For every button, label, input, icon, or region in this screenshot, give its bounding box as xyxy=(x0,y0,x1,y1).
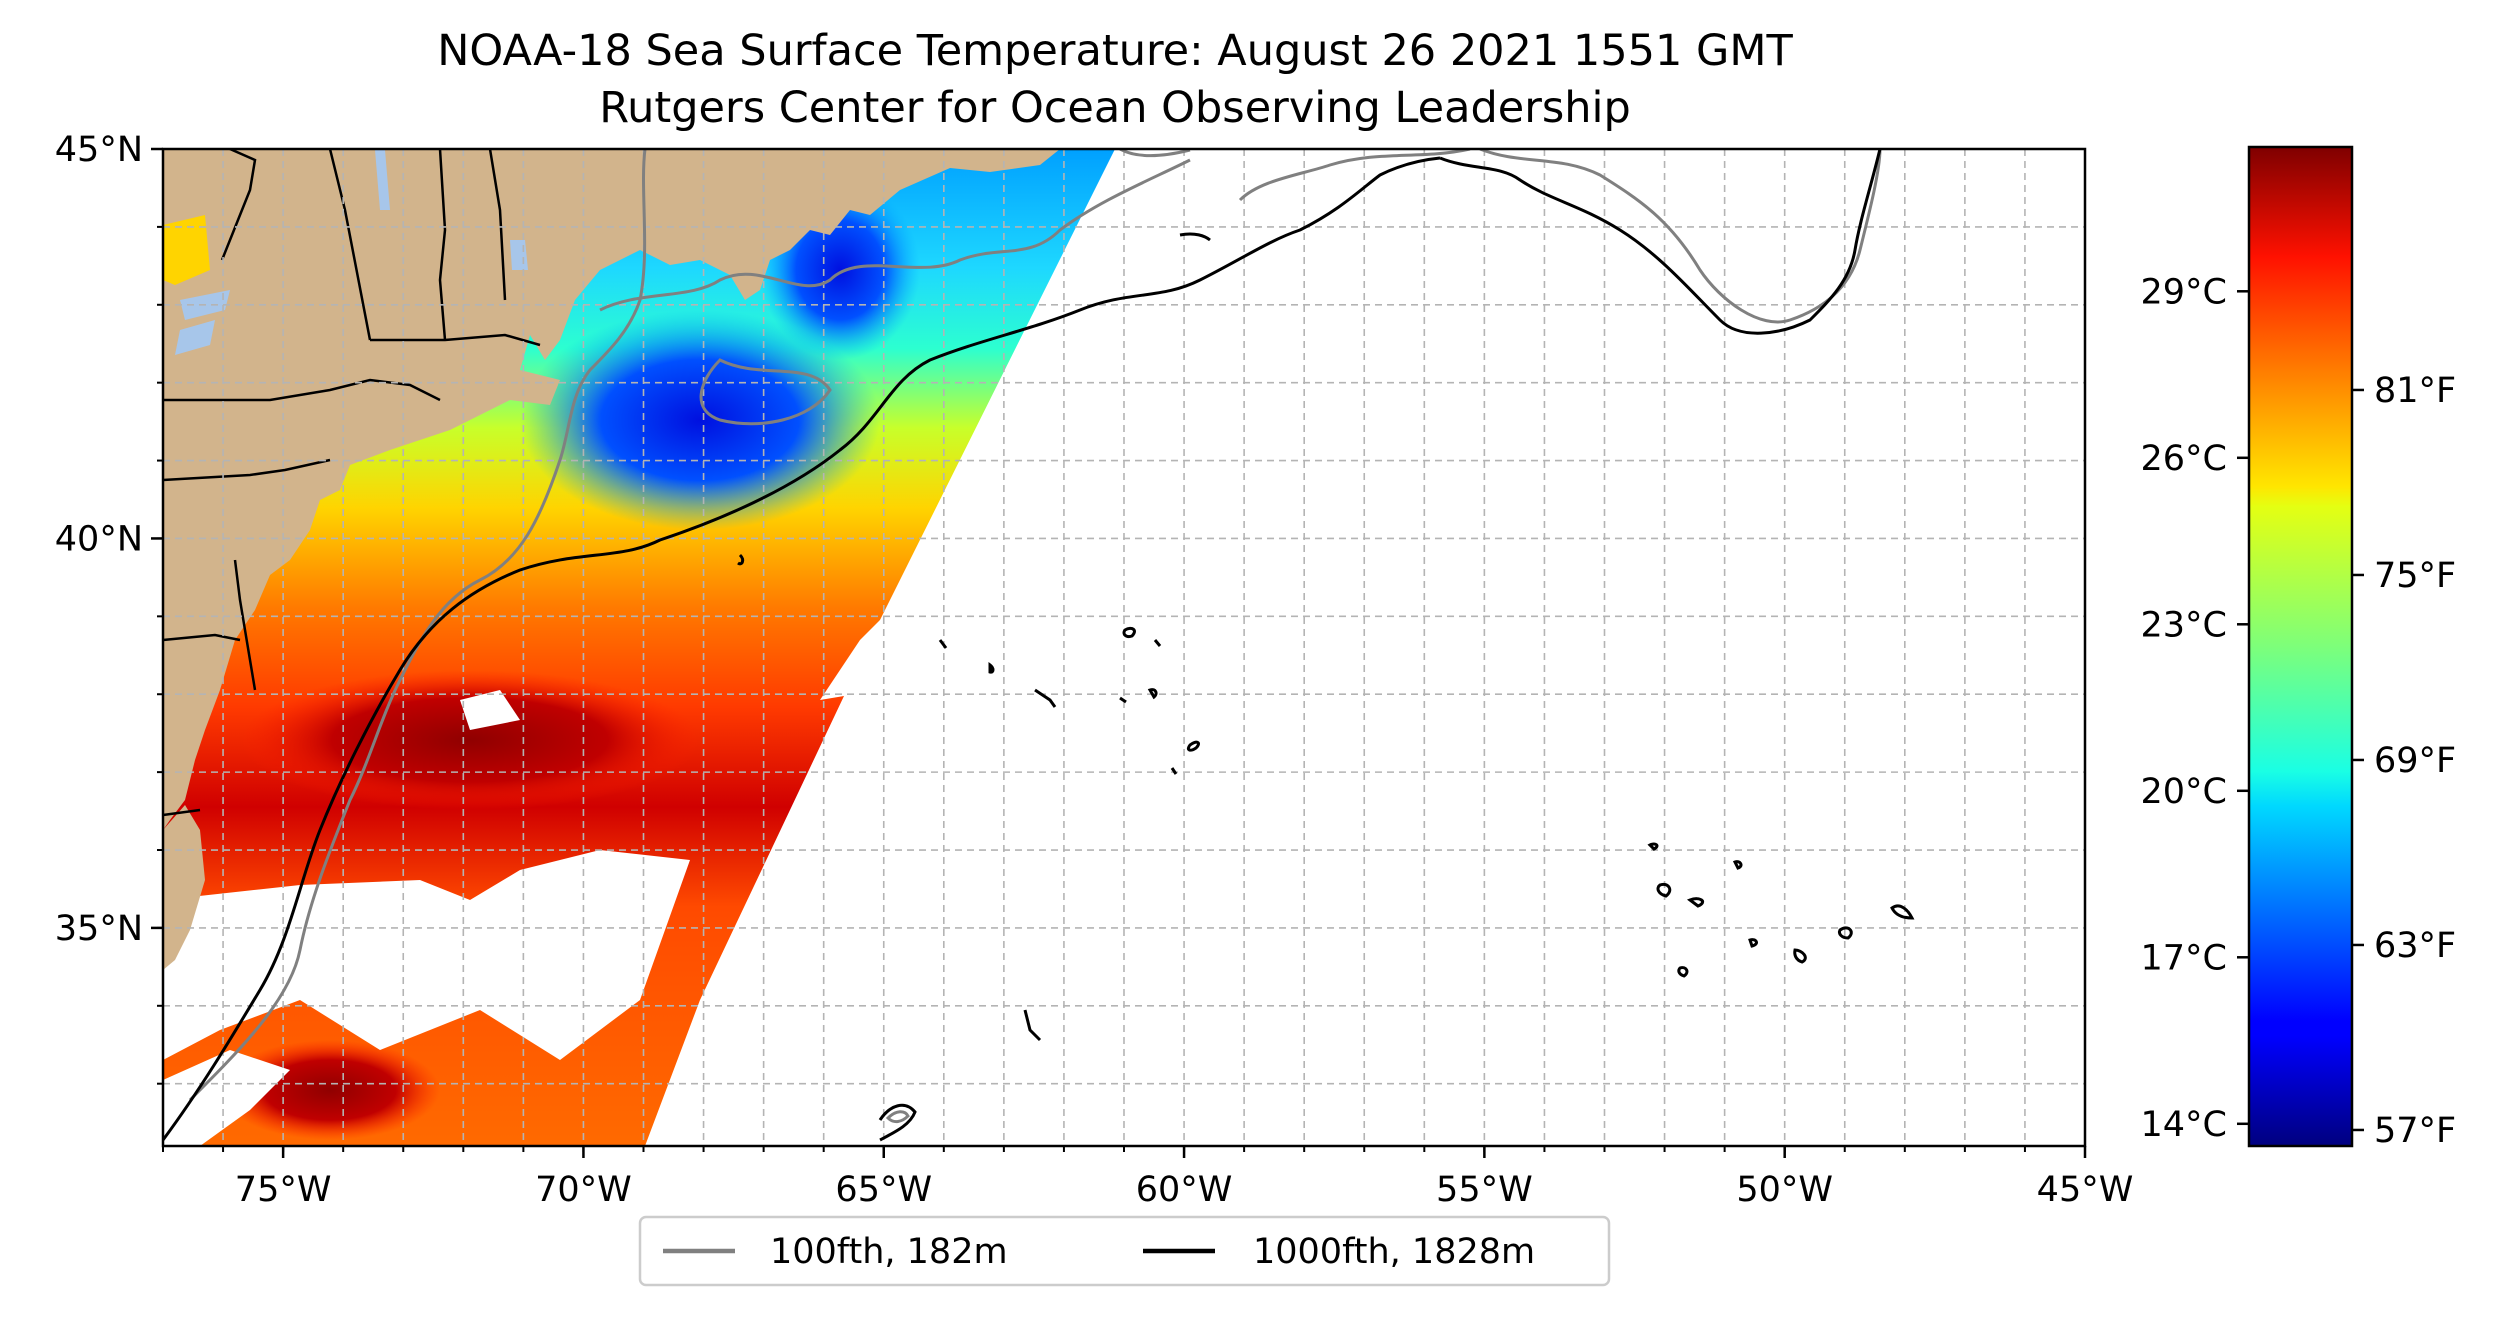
legend-label-100fth: 100fth, 182m xyxy=(770,1232,1008,1272)
legend-box xyxy=(638,1215,1611,1287)
celsius-tick-label: 29°C xyxy=(2141,272,2227,312)
fahrenheit-tick-label: 57°F xyxy=(2374,1111,2456,1151)
map-gridlines xyxy=(163,149,2085,1146)
bathymetry-100fth-contour xyxy=(188,149,1882,1102)
lat-tick-label: 45°N xyxy=(55,130,143,170)
lon-tick-label: 65°W xyxy=(835,1170,932,1210)
fahrenheit-tick-label: 75°F xyxy=(2374,556,2456,596)
celsius-tick-label: 23°C xyxy=(2141,605,2227,645)
lat-tick-label: 35°N xyxy=(55,909,143,949)
lon-tick-label: 50°W xyxy=(1736,1170,1833,1210)
fahrenheit-tick-label: 81°F xyxy=(2374,371,2456,411)
map-title: NOAA-18 Sea Surface Temperature: August … xyxy=(437,26,1793,76)
celsius-tick-label: 26°C xyxy=(2141,439,2227,479)
legend-label-1000fth: 1000fth, 1828m xyxy=(1253,1232,1535,1272)
celsius-tick-label: 20°C xyxy=(2141,772,2227,812)
lat-tick-label: 40°N xyxy=(55,519,143,559)
map-plot-area xyxy=(163,149,2085,1146)
lon-tick-label: 70°W xyxy=(535,1170,632,1210)
celsius-tick-label: 14°C xyxy=(2141,1105,2227,1145)
latitude-axis: 45°N 40°N 35°N xyxy=(55,130,163,1085)
lon-tick-label: 75°W xyxy=(235,1170,332,1210)
celsius-tick-label: 17°C xyxy=(2141,938,2227,978)
bathymetry-legend: 100fth, 182m 1000fth, 1828m xyxy=(638,1215,1611,1287)
temperature-colorbar: 29°C 26°C 23°C 20°C 17°C 14°C 81°F 75°F 69°F 63°… xyxy=(2141,145,2456,1151)
bathymetry-1000fth-contour xyxy=(163,149,1915,1142)
colorbar-fahrenheit-ticks: 81°F 75°F 69°F 63°F 57°F xyxy=(2352,371,2456,1151)
map-subtitle: Rutgers Center for Ocean Observing Leade… xyxy=(599,83,1631,133)
colorbar-celsius-ticks: 29°C 26°C 23°C 20°C 17°C 14°C xyxy=(2141,272,2249,1145)
lon-tick-label: 45°W xyxy=(2037,1170,2134,1210)
fahrenheit-tick-label: 63°F xyxy=(2374,926,2456,966)
colorbar-gradient xyxy=(2247,145,2354,1148)
longitude-axis: 75°W 70°W 65°W 60°W 55°W 50°W 45°W xyxy=(162,1146,2134,1210)
lon-tick-label: 60°W xyxy=(1136,1170,1233,1210)
fahrenheit-tick-label: 69°F xyxy=(2374,741,2456,781)
lon-tick-label: 55°W xyxy=(1436,1170,1533,1210)
